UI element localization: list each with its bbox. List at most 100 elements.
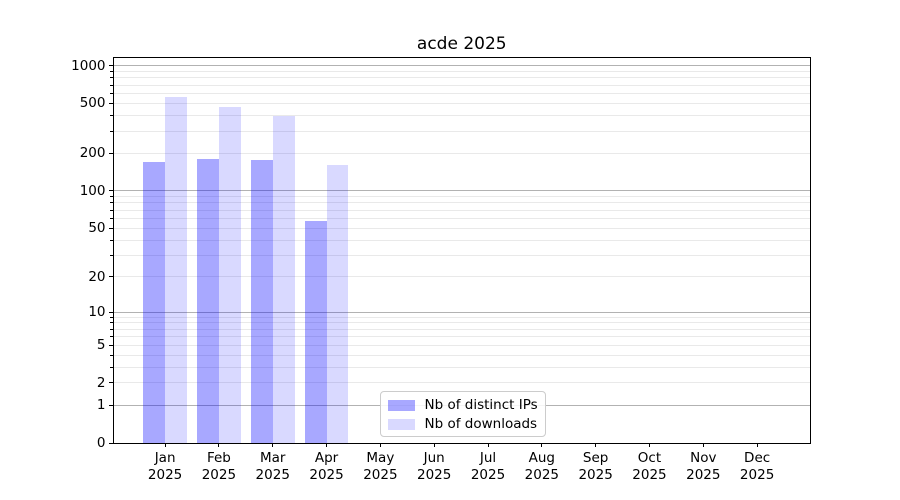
bar-nb-of-downloads-jan <box>165 96 187 443</box>
y-minor-tick <box>110 316 113 318</box>
y-minor-tick <box>110 77 113 79</box>
bar-nb-of-distinct-ips-apr <box>304 221 327 443</box>
x-tick-label: May 2025 <box>363 450 398 483</box>
y-tick <box>108 404 113 406</box>
y-tick <box>108 65 113 67</box>
gridline-minor <box>113 344 810 346</box>
y-tick-label: 2 <box>96 374 106 391</box>
x-tick <box>648 443 650 447</box>
bar-nb-of-downloads-mar <box>272 115 295 443</box>
y-tick <box>108 102 113 104</box>
x-tick <box>595 443 597 447</box>
gridline-minor <box>113 322 810 324</box>
y-minor-tick <box>110 239 113 241</box>
bar-nb-of-downloads-apr <box>326 165 349 443</box>
y-tick <box>108 442 113 444</box>
bar-nb-of-distinct-ips-mar <box>250 159 273 443</box>
x-tick <box>218 443 220 447</box>
x-tick <box>756 443 758 447</box>
x-tick-label: Apr 2025 <box>309 450 344 483</box>
gridline-minor <box>113 336 810 338</box>
gridline-minor <box>113 102 810 104</box>
legend-swatch-downloads-icon <box>387 418 415 430</box>
legend-label-distinct-ips: Nb of distinct IPs <box>424 397 538 413</box>
gridline-minor <box>113 202 810 204</box>
x-tick-label: Oct 2025 <box>632 450 667 483</box>
gridline-major <box>113 311 810 313</box>
y-minor-tick <box>110 328 113 330</box>
x-tick-label: Nov 2025 <box>686 450 721 483</box>
gridline-minor <box>113 254 810 256</box>
x-tick-label: Feb 2025 <box>201 450 237 483</box>
legend-swatch-distinct-ips-icon <box>387 399 415 411</box>
y-minor-tick <box>110 366 113 368</box>
gridline-minor <box>113 227 810 229</box>
x-tick <box>702 443 704 447</box>
y-minor-tick <box>110 209 113 211</box>
gridline-minor <box>113 217 810 219</box>
x-tick-label: Jan 2025 <box>147 450 183 483</box>
gridline-minor <box>113 115 810 117</box>
y-minor-tick <box>110 202 113 204</box>
y-minor-tick <box>110 336 113 338</box>
y-tick <box>108 276 113 278</box>
gridline-minor <box>113 316 810 318</box>
x-tick-label: Dec 2025 <box>739 450 775 483</box>
x-tick-label: Mar 2025 <box>255 450 290 483</box>
gridline-minor <box>113 77 810 79</box>
gridline-minor <box>113 130 810 132</box>
x-tick <box>379 443 381 447</box>
x-tick <box>433 443 435 447</box>
y-tick-label: 1 <box>96 397 106 414</box>
y-tick <box>108 227 113 229</box>
bar-nb-of-distinct-ips-feb <box>197 159 219 443</box>
gridline-minor <box>113 196 810 198</box>
legend-row-distinct-ips: Nb of distinct IPs <box>387 397 539 413</box>
gridline-minor <box>113 92 810 94</box>
gridline-minor <box>113 239 810 241</box>
y-minor-tick <box>110 322 113 324</box>
y-minor-tick <box>110 70 113 72</box>
gridline-major <box>113 190 810 192</box>
x-tick-label: Aug 2025 <box>524 450 559 483</box>
gridline-minor <box>113 366 810 368</box>
gridline-minor <box>113 84 810 86</box>
gridline-minor <box>113 152 810 154</box>
y-tick-label: 20 <box>88 268 106 285</box>
y-tick <box>108 311 113 313</box>
bar-nb-of-distinct-ips-jan <box>143 162 166 443</box>
chart-title: acde 2025 <box>416 34 507 54</box>
x-tick <box>326 443 328 447</box>
x-tick <box>487 443 489 447</box>
x-tick-label: Jul 2025 <box>470 450 506 483</box>
gridline-minor <box>113 276 810 278</box>
y-minor-tick <box>110 115 113 117</box>
y-tick-label: 500 <box>79 95 106 112</box>
y-tick-label: 5 <box>96 337 106 354</box>
x-tick-label: Jun 2025 <box>417 450 452 483</box>
y-minor-tick <box>110 354 113 356</box>
gridline-minor <box>113 382 810 384</box>
y-tick <box>108 382 113 384</box>
gridline-major <box>113 65 810 67</box>
y-minor-tick <box>110 196 113 198</box>
y-tick-label: 50 <box>88 220 106 237</box>
gridline-minor <box>113 328 810 330</box>
x-tick-label: Sep 2025 <box>578 450 613 483</box>
legend: Nb of distinct IPs Nb of downloads <box>379 391 546 437</box>
x-tick <box>272 443 274 447</box>
y-tick-label: 1000 <box>71 57 106 74</box>
y-minor-tick <box>110 92 113 94</box>
y-tick-label: 100 <box>79 182 106 199</box>
y-minor-tick <box>110 130 113 132</box>
y-tick-label: 0 <box>96 435 106 451</box>
y-tick <box>108 190 113 192</box>
y-minor-tick <box>110 217 113 219</box>
gridline-minor <box>113 70 810 72</box>
y-tick <box>108 152 113 154</box>
y-tick-label: 200 <box>79 145 106 162</box>
legend-row-downloads: Nb of downloads <box>387 416 539 432</box>
y-tick-label: 10 <box>88 304 106 321</box>
x-tick <box>541 443 543 447</box>
